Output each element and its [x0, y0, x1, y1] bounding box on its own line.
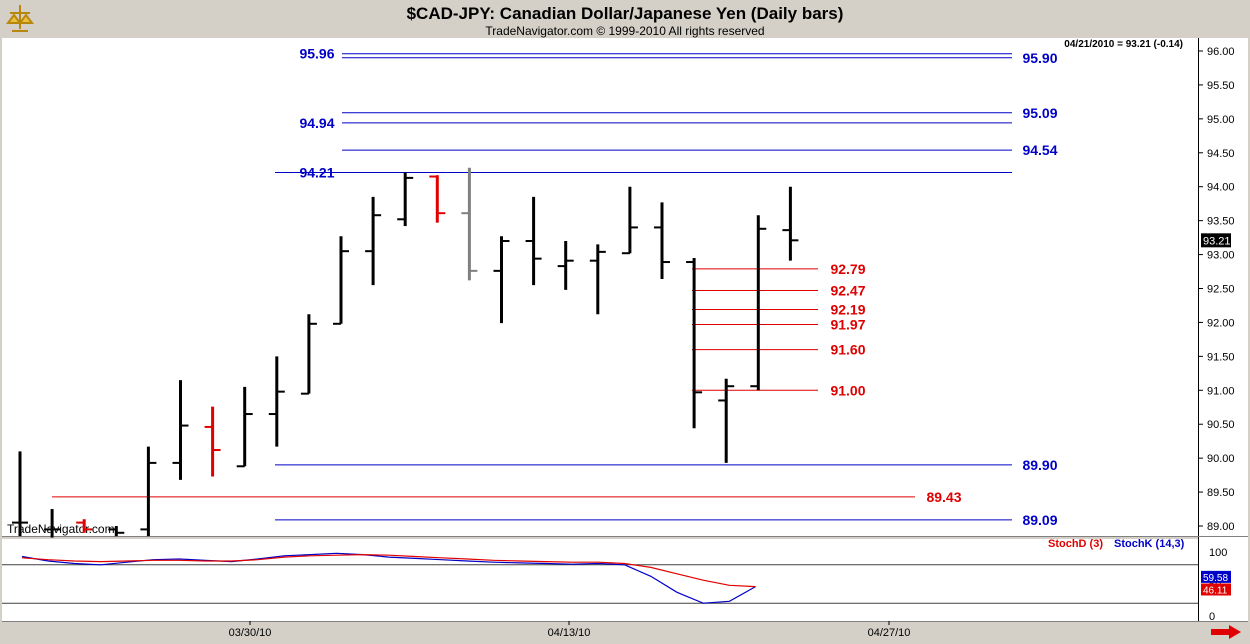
chart-title: $CAD-JPY: Canadian Dollar/Japanese Yen (…: [406, 4, 844, 23]
last-price-tag: [1201, 233, 1231, 248]
stochd-legend: StochD (3): [1048, 538, 1103, 550]
ohlc-bar: [108, 526, 125, 537]
y-tick-label: 94.50: [1207, 148, 1235, 160]
tradenavigator-logo-icon: [4, 3, 36, 40]
ohlc-bar: [365, 196, 382, 286]
y-tick-label: 89.00: [1207, 521, 1235, 533]
level-label-blue: 95.09: [1022, 105, 1057, 121]
ohlc-bar: [557, 241, 574, 290]
quote-label: 04/21/2010 = 93.21 (-0.14): [1064, 39, 1183, 50]
ohlc-bar: [525, 196, 542, 286]
y-tick-label: 93.50: [1207, 216, 1235, 228]
watermark: TradeNavigator.com: [7, 522, 115, 536]
ohlc-bar: [172, 380, 189, 480]
level-label-blue: 94.21: [299, 164, 334, 180]
ohlc-bar: [333, 236, 349, 325]
level-label-red: 92.79: [830, 261, 865, 277]
level-label-blue: 95.96: [299, 46, 334, 62]
y-tick-label: 91.50: [1207, 351, 1235, 363]
level-label-blue: 94.94: [299, 115, 334, 131]
level-label-red: 92.19: [830, 302, 865, 318]
level-label-blue: 94.54: [1022, 142, 1057, 158]
ohlc-bar: [76, 519, 93, 533]
ohlc-bar: [268, 356, 285, 447]
stochk-value-label: 59.58: [1203, 573, 1228, 584]
ohlc-bar: [461, 167, 478, 281]
y-tick-label: 93.00: [1207, 250, 1235, 262]
level-label-red: 92.47: [830, 283, 865, 299]
y-tick-label: 89.50: [1207, 487, 1235, 499]
y-tick-label: 92.50: [1207, 284, 1235, 296]
y-tick-label: 95.00: [1207, 114, 1235, 126]
y-tick-label: 90.50: [1207, 419, 1235, 431]
stochk-value-tag: [1201, 570, 1231, 583]
x-tick-label: 04/27/10: [868, 627, 911, 639]
last-price-tag-label: 93.21: [1203, 235, 1231, 247]
level-label-red: 91.00: [830, 382, 865, 398]
ohlc-bar: [493, 236, 510, 324]
ohlc-bar: [589, 244, 606, 315]
ohlc-bar: [397, 172, 414, 227]
y-tick-label: 95.50: [1207, 80, 1235, 92]
x-tick-label: 04/13/10: [548, 627, 591, 639]
ohlc-bar: [718, 378, 735, 463]
ohlc-bar: [204, 406, 221, 477]
stochk-legend: StochK (14,3): [1114, 538, 1185, 550]
ohlc-bar: [300, 314, 317, 395]
ohlc-bar: [44, 509, 61, 538]
ohlc-bar: [686, 257, 703, 429]
ohlc-bar: [654, 202, 670, 279]
ohlc-bar: [140, 446, 157, 537]
level-label-blue: 95.90: [1022, 50, 1057, 66]
stochd-series-line: [21, 553, 756, 588]
stoch-y-tick-label: 100: [1209, 547, 1227, 559]
ohlc-bar: [782, 186, 799, 261]
y-tick-label: 94.00: [1207, 182, 1235, 194]
level-label-blue: 89.09: [1022, 512, 1057, 528]
ohlc-bar: [621, 186, 638, 255]
level-label-red: 91.97: [830, 316, 865, 332]
stochastic-pane: [2, 539, 1198, 621]
scroll-right-arrow-icon[interactable]: [1211, 625, 1241, 644]
level-label-red: 91.60: [830, 342, 865, 358]
ohlc-bar: [236, 386, 253, 468]
y-tick-label: 92.00: [1207, 317, 1235, 329]
copyright-line: TradeNavigator.com © 1999-2010 All right…: [485, 24, 765, 38]
level-label-red: 89.43: [926, 489, 961, 505]
y-tick-label: 90.00: [1207, 453, 1235, 465]
stochd-value-label: 46.11: [1203, 585, 1228, 596]
price-pane: [2, 38, 1198, 536]
ohlc-bar: [429, 175, 446, 223]
stochd-value-tag: [1201, 583, 1231, 596]
y-tick-label: 91.00: [1207, 385, 1235, 397]
ohlc-bar: [750, 215, 767, 391]
stoch-y-tick-label: 0: [1209, 611, 1215, 623]
level-label-blue: 89.90: [1022, 457, 1057, 473]
y-tick-label: 96.00: [1207, 46, 1235, 58]
ohlc-bar: [12, 451, 28, 537]
price-axis-pane: [1199, 38, 1248, 621]
x-tick-label: 03/30/10: [229, 627, 272, 639]
